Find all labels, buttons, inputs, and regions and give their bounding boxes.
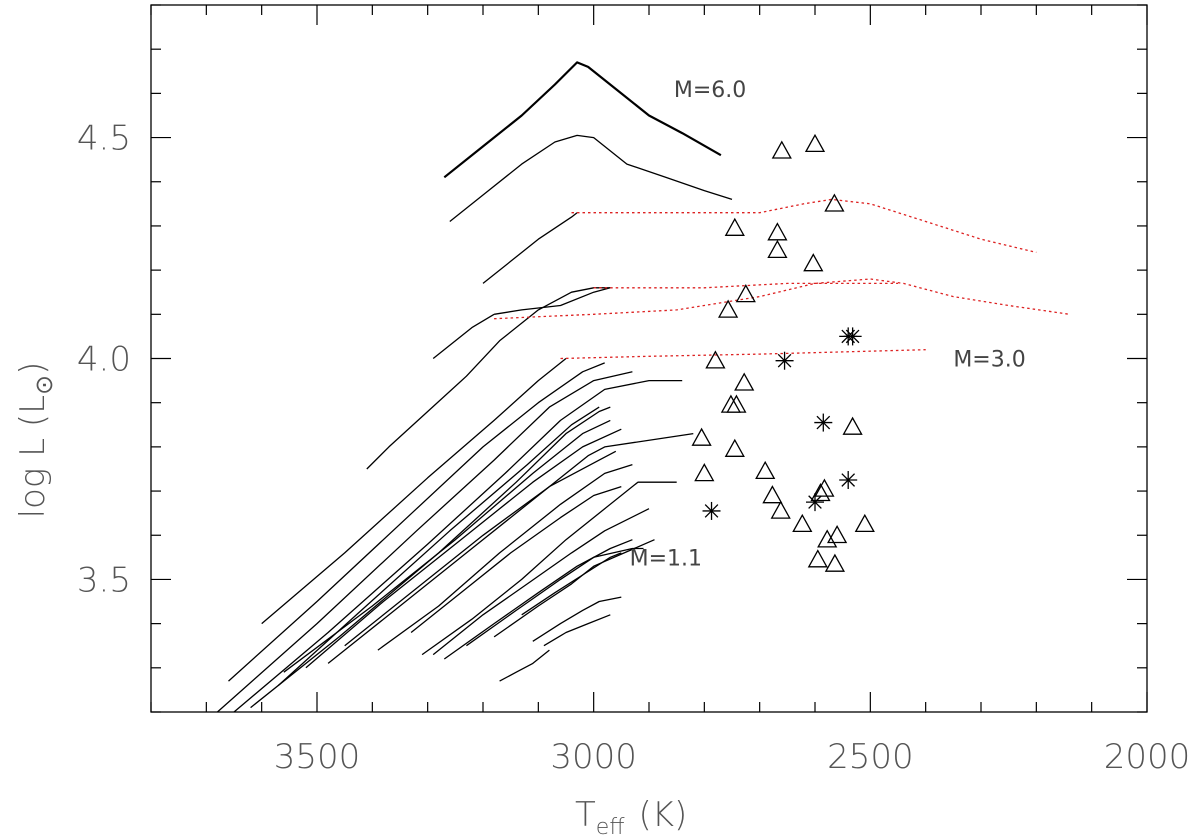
x-tick-label: 3000 — [550, 737, 637, 777]
x-axis-label-sub: eff — [596, 815, 626, 836]
track-line — [421, 481, 677, 656]
track-line — [250, 406, 611, 709]
track-annotation: M=6.0 — [674, 78, 746, 103]
extended-tracks — [494, 198, 1070, 360]
track-line — [377, 463, 633, 651]
triangle-marker — [767, 222, 788, 241]
triangle-marker — [770, 500, 791, 519]
triangle-marker — [755, 460, 776, 480]
track-line — [543, 614, 611, 647]
track-line — [277, 406, 600, 686]
track-line — [344, 450, 617, 647]
triangle-marker — [817, 529, 838, 548]
track-line — [443, 61, 722, 179]
y-axis-label-sun: ⊙ — [30, 375, 58, 395]
triangle-marker — [771, 140, 792, 159]
star-marker-stroke — [704, 504, 719, 518]
triangle-marker — [724, 217, 745, 236]
triangle-marker — [726, 394, 747, 413]
track-line — [449, 134, 733, 223]
triangle-marker — [694, 463, 715, 482]
x-axis-label-unit: (K) — [638, 795, 687, 835]
x-tick-label: 2000 — [1104, 737, 1191, 777]
track-annotation: M=1.1 — [630, 546, 702, 571]
axis-ticks — [150, 4, 1148, 713]
star-marker-stroke — [777, 353, 792, 368]
triangle-marker — [691, 427, 712, 446]
y-tick-label: 4.5 — [77, 119, 131, 159]
track-line — [499, 649, 550, 682]
triangle-marker — [804, 133, 826, 153]
extended-track-line — [560, 349, 926, 360]
track-line — [216, 371, 633, 713]
track-annotations: M=6.0 M=3.0 M=1.1 — [630, 78, 1026, 571]
star-marker-stroke — [816, 415, 831, 430]
track-line — [493, 287, 611, 315]
triangle-marker — [705, 350, 726, 369]
extended-track-line — [494, 278, 1070, 320]
track-line — [521, 552, 622, 616]
evolution-tracks — [216, 61, 733, 713]
track-line — [366, 287, 611, 470]
triangle-marker — [810, 482, 831, 502]
triangle-marker — [717, 299, 739, 318]
triangle-marker — [824, 193, 845, 212]
star-marker-stroke — [841, 473, 856, 487]
extended-track-line — [593, 282, 898, 289]
triangle-marker — [792, 513, 813, 533]
track-line — [228, 362, 605, 682]
triangle-marker — [734, 372, 755, 391]
tick-labels: 3500 3000 2500 2000 3.5 4.0 4.5 — [77, 119, 1190, 777]
triangle-marker — [826, 524, 848, 544]
star-marker — [839, 471, 858, 490]
triangle-marker — [824, 553, 846, 572]
star-marker-stroke — [808, 495, 822, 509]
track-line — [493, 539, 655, 638]
x-axis-label: Teff (K) — [575, 795, 687, 836]
triangle-marker — [767, 239, 788, 259]
triangle-marker — [807, 549, 828, 568]
triangle-marker — [735, 284, 756, 303]
y-tick-label: 4.0 — [77, 340, 131, 380]
track-line — [432, 508, 650, 656]
x-tick-label: 3500 — [274, 737, 361, 777]
y-tick-label: 3.5 — [77, 560, 131, 600]
triangle-marker — [814, 478, 835, 497]
track-line — [410, 485, 622, 634]
track-line — [283, 419, 611, 673]
x-tick-label: 2500 — [827, 737, 914, 777]
track-line — [261, 357, 567, 625]
track-line — [432, 313, 495, 360]
data-markers — [691, 133, 875, 572]
star-marker — [843, 327, 862, 346]
track-line — [532, 596, 622, 642]
star-marker — [814, 413, 833, 432]
triangle-marker — [803, 253, 824, 272]
y-axis-label-close: ) — [13, 362, 53, 375]
star-marker — [775, 351, 794, 370]
track-line — [443, 539, 633, 660]
x-axis-label-main: T — [575, 795, 596, 835]
track-line — [305, 428, 622, 669]
y-axis-label: log L (L⊙) — [13, 362, 58, 519]
extended-track-line — [571, 198, 1037, 254]
track-line — [233, 379, 683, 713]
triangle-marker — [724, 438, 745, 457]
track-line — [466, 547, 644, 647]
triangle-marker — [842, 416, 863, 435]
track-annotation: M=3.0 — [953, 348, 1025, 373]
triangle-marker — [762, 485, 783, 504]
star-marker-stroke — [845, 329, 860, 344]
triangle-marker — [854, 513, 875, 533]
track-line — [482, 212, 578, 284]
star-marker — [702, 501, 721, 520]
y-axis-label-main: log L (L — [13, 395, 53, 518]
star-marker — [806, 493, 824, 512]
